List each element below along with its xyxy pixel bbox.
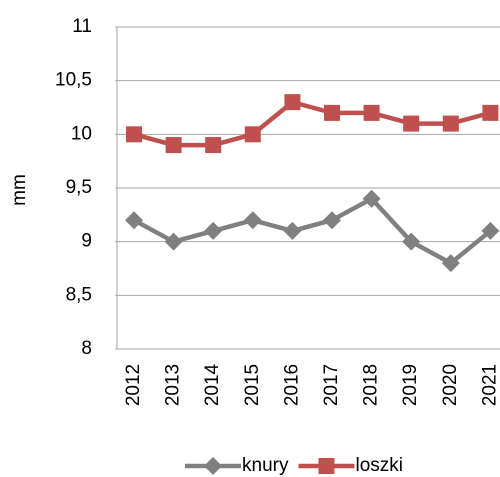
legend-marker (318, 458, 335, 474)
x-tick-label: 2017 (321, 364, 342, 406)
data-point (204, 221, 223, 240)
y-tick-label: 9,5 (66, 177, 92, 198)
y-tick-label: 11 (72, 16, 92, 37)
data-point (164, 232, 183, 251)
data-point (284, 94, 301, 111)
x-tick-label: 2014 (202, 363, 223, 406)
y-tick-label: 8,5 (66, 284, 92, 305)
x-tick-label: 2012 (123, 364, 144, 406)
data-point (324, 104, 340, 121)
x-tick-label: 2021 (479, 364, 500, 406)
data-point (363, 104, 380, 121)
series-line (132, 196, 492, 266)
y-axis-label: mm (9, 174, 30, 206)
data-point (165, 137, 182, 154)
x-tick-label: 2015 (242, 364, 263, 406)
x-tick-label: 2013 (163, 364, 184, 406)
data-point (323, 211, 341, 230)
series-line (133, 99, 491, 148)
y-tick-label: 9 (81, 231, 92, 252)
y-tick-label: 10,5 (55, 70, 92, 91)
data-point (441, 254, 460, 273)
data-point (125, 211, 143, 230)
data-point (283, 221, 302, 240)
data-point (481, 221, 500, 240)
data-point (442, 115, 459, 132)
data-point (244, 126, 261, 143)
data-point (126, 126, 142, 143)
legend-label: loszki (355, 455, 403, 476)
data-point (243, 211, 262, 230)
legend-label: knury (242, 455, 289, 476)
y-tick-label: 10 (71, 123, 92, 144)
x-tick-label: 2016 (281, 364, 302, 406)
data-point (362, 189, 381, 208)
data-point (205, 137, 222, 154)
data-point (402, 232, 421, 251)
data-point (482, 104, 499, 121)
x-tick-label: 2020 (440, 364, 461, 406)
legend-marker (204, 457, 222, 475)
data-point (403, 115, 420, 132)
x-tick-label: 2019 (400, 364, 421, 406)
x-tick-label: 2018 (361, 364, 382, 406)
y-tick-label: 8 (81, 338, 92, 359)
